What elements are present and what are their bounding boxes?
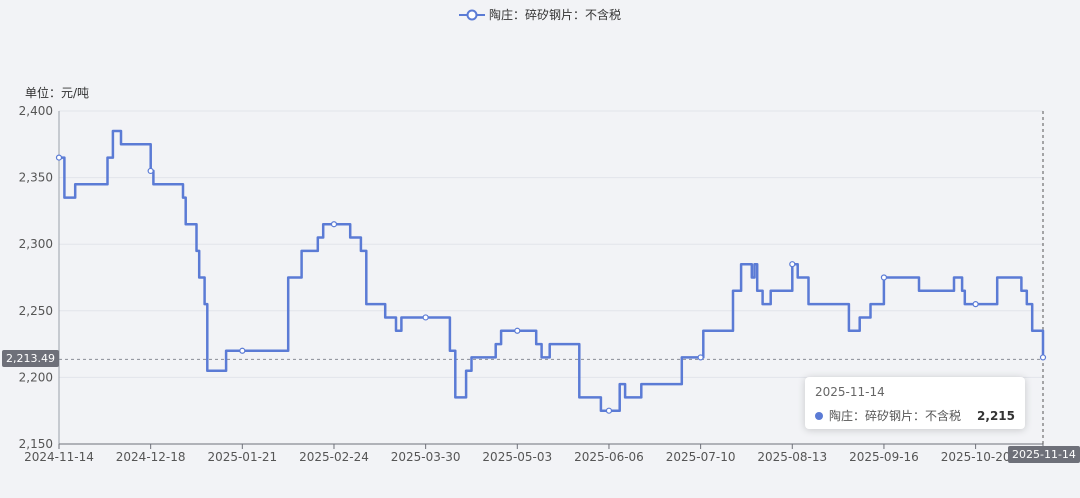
x-tick-label: 2025-03-30 <box>391 450 461 464</box>
crosshair-x-value-label: 2025-11-14 <box>1008 446 1080 463</box>
series-point <box>789 261 796 268</box>
series-point <box>880 274 888 281</box>
series-point <box>422 314 429 321</box>
series-point <box>239 347 246 354</box>
legend-line-icon <box>458 9 485 20</box>
tooltip-date: 2025-11-14 <box>815 385 885 399</box>
series-point <box>1039 354 1047 361</box>
series-line <box>59 129 1045 412</box>
x-tick-label: 2024-12-18 <box>116 450 186 464</box>
legend-label: 陶庄：碎矽钢片：不含税 <box>488 8 621 22</box>
y-tick-label: 2,150 <box>19 437 53 451</box>
series-point <box>697 354 704 361</box>
chart-legend[interactable]: 陶庄：碎矽钢片：不含税 <box>0 6 1080 23</box>
y-axis-unit-label: 单位：元/吨 <box>25 86 90 100</box>
x-tick-label: 2024-11-14 <box>24 450 94 464</box>
crosshair-y-value-label: 2,213.49 <box>2 350 59 368</box>
x-tick-label: 2025-02-24 <box>299 450 369 464</box>
series-point <box>972 301 979 308</box>
y-tick-label: 2,200 <box>19 370 53 384</box>
x-tick-label: 2025-08-13 <box>757 450 827 464</box>
x-tick-label: 2025-06-06 <box>574 450 644 464</box>
y-tick-label: 2,250 <box>19 304 53 318</box>
data-tooltip: 2025-11-14 陶庄：碎矽钢片：不含税 2,215 <box>805 377 1025 429</box>
series-point <box>55 154 63 161</box>
x-tick-label: 2025-07-10 <box>666 450 736 464</box>
y-tick-label: 2,400 <box>19 104 53 118</box>
y-tick-label: 2,350 <box>19 171 53 185</box>
x-tick-label: 2025-05-03 <box>482 450 552 464</box>
tooltip-series-name: 陶庄：碎矽钢片：不含税 <box>829 409 962 423</box>
tooltip-series-dot-icon <box>815 411 823 420</box>
tooltip-value: 2,215 <box>977 408 1015 423</box>
x-tick-label: 2025-10-20 <box>941 450 1011 464</box>
series-point <box>330 221 338 228</box>
tooltip-series-row: 陶庄：碎矽钢片：不含税 2,215 <box>815 407 1015 424</box>
series-point <box>605 407 613 414</box>
series-point <box>147 167 154 175</box>
x-tick-label: 2025-09-16 <box>849 450 919 464</box>
series-point <box>514 327 521 334</box>
y-tick-label: 2,300 <box>19 237 53 251</box>
x-tick-label: 2025-01-21 <box>207 450 277 464</box>
